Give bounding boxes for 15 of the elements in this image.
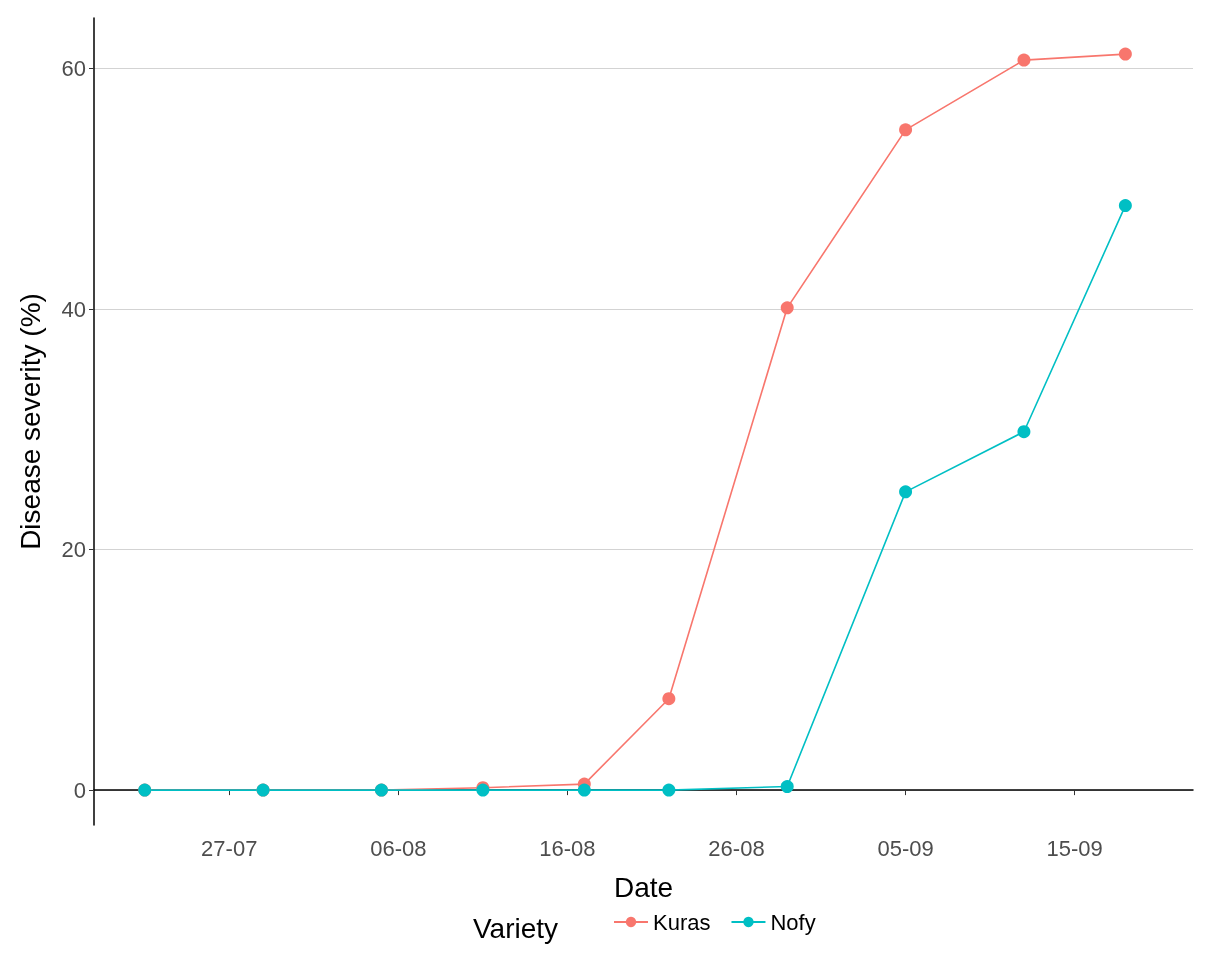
x-tick-label: 27-07	[201, 835, 258, 861]
y-tick-label: 60	[61, 56, 86, 82]
x-tick-label: 16-08	[539, 835, 596, 861]
legend-title: Variety	[473, 912, 559, 944]
y-tick-label: 40	[61, 296, 86, 322]
x-tick-label: 06-08	[370, 835, 427, 861]
y-axis-title: Disease severity (%)	[14, 293, 46, 550]
y-tick-label: 0	[73, 777, 86, 803]
x-tick-label: 05-09	[877, 835, 934, 861]
x-axis-title: Date	[613, 871, 674, 903]
legend-label: Nofy	[770, 909, 816, 935]
x-tick-label: 15-09	[1046, 835, 1103, 861]
legend-label: Kuras	[653, 909, 711, 935]
y-tick-label: 20	[61, 537, 86, 563]
x-tick-label: 26-08	[708, 835, 765, 861]
